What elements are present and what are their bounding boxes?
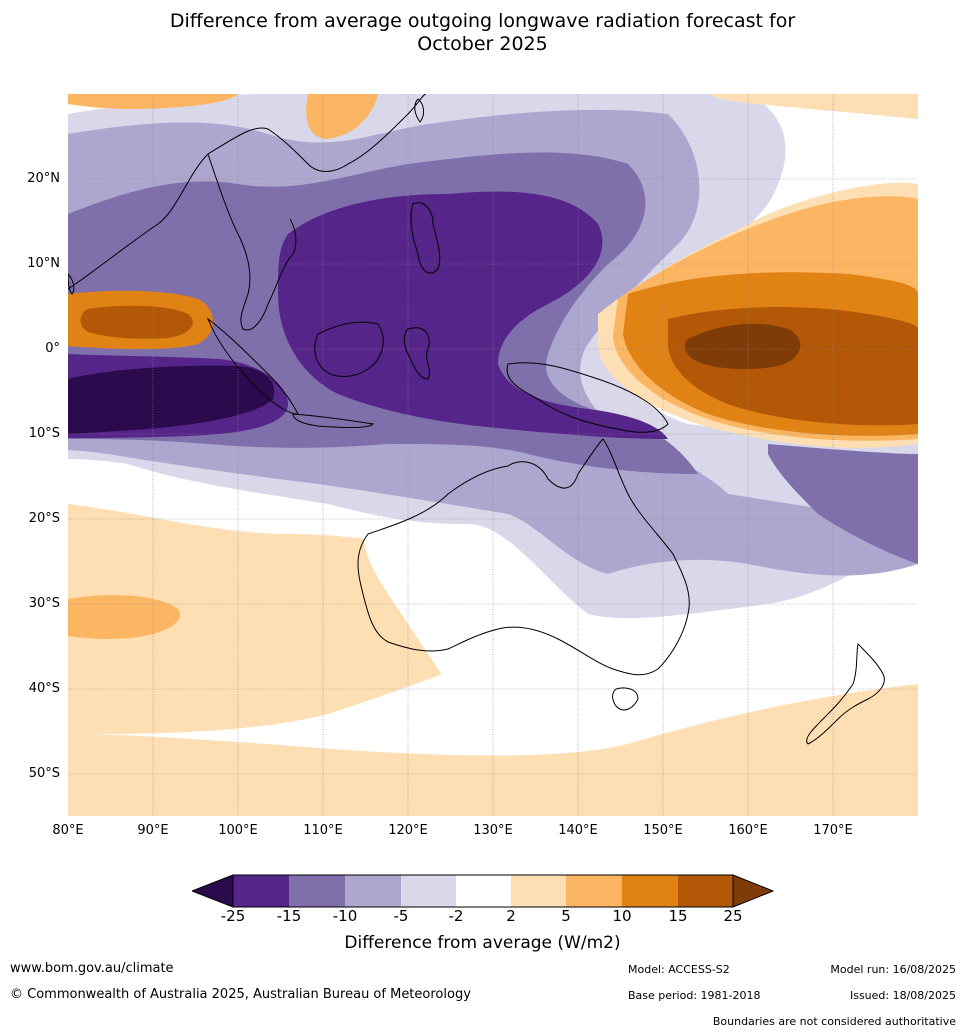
anomaly-region-south-west-positive [68, 684, 918, 816]
colorbar-frame [232, 874, 734, 908]
lon-label-150e: 150°E [643, 823, 683, 838]
anomaly-region-west-pacific-positive-extreme [684, 323, 801, 370]
lat-label-50s: 50°S [28, 766, 60, 781]
colorbar-extend-low [192, 874, 234, 908]
lat-label-0: 0° [45, 341, 60, 356]
lon-label-90e: 90°E [137, 823, 169, 838]
colorbar-bin-4 [401, 875, 456, 907]
coastline-indochina [207, 153, 297, 331]
coastline-asia-mainland [68, 94, 427, 290]
coastlines [68, 94, 885, 745]
coastline-philippines [410, 202, 441, 274]
coastline-new-zealand [806, 642, 885, 745]
colorbar-tick-25: 25 [723, 907, 743, 925]
lat-label-20n: 20°N [27, 171, 60, 186]
colorbar-bin-6 [511, 875, 566, 907]
lon-label-80e: 80°E [52, 823, 84, 838]
colorbar-extend-high [732, 874, 774, 908]
colorbar-tick-5: 5 [561, 907, 571, 925]
anomaly-region-indian-ocean-extreme-negative [68, 365, 275, 434]
colorbar-tick-minus25: -25 [220, 907, 246, 925]
title-line-1: Difference from average outgoing longwav… [169, 10, 796, 32]
lon-label-140e: 140°E [558, 823, 598, 838]
footer-base-period: Base period: 1981-2018 [628, 989, 761, 1002]
footer-copyright: © Commonwealth of Australia 2025, Austra… [10, 987, 471, 1002]
coastline-tasmania [612, 687, 639, 711]
anomaly-region-north-pacific-positive [708, 94, 918, 119]
anomaly-region-south-pacific-negative [768, 444, 918, 564]
lon-label-100e: 100°E [218, 823, 258, 838]
footer-website: www.bom.gov.au/climate [10, 961, 174, 976]
coastline-borneo [314, 321, 384, 377]
colorbar-tick-2: 2 [506, 907, 516, 925]
colorbar-tick-minus15: -15 [276, 907, 302, 925]
colorbar-bin-9 [678, 875, 733, 907]
map-canvas [68, 94, 918, 816]
lat-label-20s: 20°S [28, 511, 60, 526]
colorbar-bin-2 [289, 875, 345, 907]
colorbar-tick-10: 10 [612, 907, 632, 925]
footer-boundaries-note: Boundaries are not considered authoritat… [712, 1015, 956, 1028]
colorbar-bin-1 [233, 875, 289, 907]
footer-issued: Issued: 18/08/2025 [849, 989, 956, 1002]
colorbar-tick-minus10: -10 [332, 907, 358, 925]
colorbar-bin-5 [456, 875, 511, 907]
colorbar-tick-15: 15 [668, 907, 688, 925]
footer-model: Model: ACCESS-S2 [628, 963, 730, 976]
graticule [68, 94, 918, 816]
title-line-2: October 2025 [417, 33, 548, 55]
lat-label-10s: 10°S [28, 426, 60, 441]
lat-label-10n: 10°N [27, 256, 60, 271]
footer-model-run: Model run: 16/08/2025 [830, 963, 956, 976]
anomaly-region-maritime-continent-very-negative [278, 191, 668, 439]
lat-label-40s: 40°S [28, 681, 60, 696]
lon-label-110e: 110°E [303, 823, 343, 838]
anomaly-region-bay-of-bengal-positive-strong [80, 305, 193, 339]
olr-anomaly-map [68, 94, 918, 816]
coastline-new-guinea [506, 362, 669, 433]
coastline-sri-lanka [68, 273, 75, 295]
colorbar-bin-8 [622, 875, 678, 907]
colorbar-bin-3 [345, 875, 401, 907]
coastline-taiwan [414, 98, 425, 123]
lon-label-160e: 160°E [728, 823, 768, 838]
lon-label-170e: 170°E [813, 823, 853, 838]
lat-label-30s: 30°S [28, 596, 60, 611]
colorbar-tick-minus2: -2 [448, 907, 464, 925]
colorbar-label: Difference from average (W/m2) [344, 933, 621, 953]
map-title: Difference from average outgoing longwav… [0, 10, 965, 56]
lon-label-120e: 120°E [388, 823, 428, 838]
lon-label-130e: 130°E [473, 823, 513, 838]
colorbar-bin-7 [566, 875, 622, 907]
colorbar [192, 874, 774, 908]
coastline-australia [357, 438, 690, 676]
coastline-java [292, 413, 375, 429]
anomaly-region-south-china-positive [306, 94, 378, 139]
colorbar-tick-minus5: -5 [393, 907, 409, 925]
anomaly-region-south-indian-moderate [68, 595, 180, 639]
coastline-sulawesi [403, 327, 430, 380]
